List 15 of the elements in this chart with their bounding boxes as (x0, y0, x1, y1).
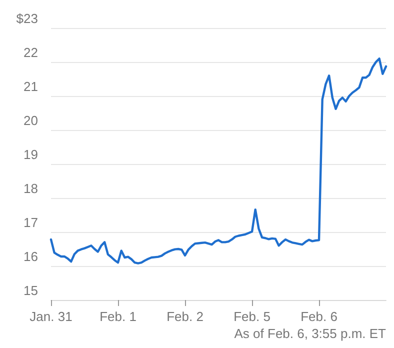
y-tick-label: $23 (16, 11, 38, 26)
x-tick-label: Jan. 31 (30, 309, 72, 324)
x-tick-label: Feb. 6 (300, 309, 338, 324)
y-tick-label: 15 (24, 283, 38, 298)
x-tick-label: Feb. 5 (234, 309, 270, 324)
y-tick-label: 20 (24, 113, 38, 128)
y-tick-label: 21 (24, 79, 38, 94)
y-tick-label: 19 (24, 147, 38, 162)
x-tick-label: Feb. 1 (100, 309, 136, 324)
x-tick-label: Feb. 2 (166, 309, 204, 324)
y-tick-label: 16 (24, 249, 38, 264)
text: As of Feb. 6, 3:55 p.m. ET (234, 326, 386, 341)
y-tick-label: 17 (24, 215, 38, 230)
y-tick-label: 18 (24, 181, 38, 196)
y-tick-label: 22 (24, 45, 38, 60)
